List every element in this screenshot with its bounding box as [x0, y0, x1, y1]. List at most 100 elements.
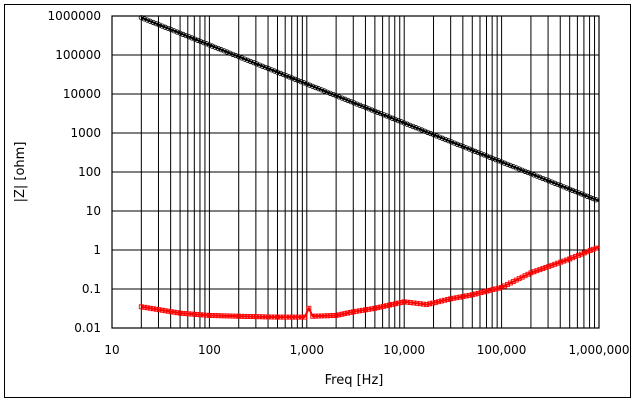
series-marker [162, 308, 168, 314]
y-axis-label: |Z| [ohm] [13, 142, 28, 203]
series-marker [245, 57, 251, 63]
series-marker [430, 132, 437, 138]
series-marker [275, 314, 280, 320]
series-marker [433, 299, 439, 305]
series-marker [206, 42, 212, 48]
series-marker [350, 309, 356, 315]
series-marker [425, 129, 431, 135]
series-marker [490, 287, 496, 293]
series-marker [236, 54, 242, 60]
series-marker [289, 75, 295, 81]
series-marker [150, 19, 156, 26]
y-tick-label: 1000 [70, 126, 101, 140]
series-marker [239, 55, 245, 61]
series-marker [460, 144, 466, 150]
series-marker [460, 294, 466, 299]
series-group [138, 15, 600, 320]
series-marker [555, 181, 561, 188]
series-marker [366, 106, 372, 112]
series-marker [336, 312, 342, 318]
series-marker [198, 312, 204, 318]
y-tick-label: 1000000 [48, 9, 101, 23]
series-marker [319, 313, 324, 319]
series-marker [433, 133, 440, 139]
series-marker [546, 263, 552, 269]
series-marker [180, 310, 186, 316]
series-marker [445, 138, 452, 144]
series-marker [578, 191, 585, 197]
x-tick-label: 100 [198, 343, 221, 357]
series-marker [375, 305, 381, 311]
series-marker [392, 116, 399, 123]
series-marker [156, 22, 162, 28]
series-marker [510, 164, 516, 170]
series-marker [454, 141, 460, 147]
series-marker [410, 123, 416, 130]
series-marker [552, 180, 558, 186]
x-axis-label: Freq [Hz] [325, 373, 384, 388]
series-marker [378, 110, 384, 117]
series-marker [578, 251, 584, 257]
series-marker [215, 45, 221, 52]
series-marker [171, 309, 177, 315]
series-marker [321, 88, 327, 94]
series-marker [581, 192, 587, 198]
series-marker [549, 262, 555, 268]
series-marker [165, 308, 171, 314]
series-marker [466, 292, 472, 298]
series-marker [448, 139, 455, 145]
series-marker [348, 99, 354, 105]
x-tick-label: 1,000 [290, 343, 324, 357]
series-marker [302, 314, 308, 320]
series-marker [351, 100, 357, 106]
series-marker [356, 308, 362, 314]
series-marker [558, 183, 564, 189]
series-marker [292, 76, 298, 82]
series-marker [242, 56, 248, 62]
series-marker [549, 179, 555, 185]
series-marker [552, 261, 558, 267]
series-marker [472, 148, 478, 154]
series-marker [572, 188, 579, 195]
series-marker [363, 307, 369, 313]
series-marker [525, 271, 531, 277]
series-marker [570, 255, 576, 261]
series-marker [543, 265, 549, 270]
series-marker [475, 290, 481, 296]
series-marker [496, 285, 502, 291]
series-marker [430, 300, 436, 306]
x-tick-label: 10,000 [383, 343, 425, 357]
series-marker [159, 307, 165, 313]
series-marker [227, 313, 233, 319]
series-marker [168, 27, 174, 33]
series-marker [445, 297, 451, 302]
series-marker [528, 270, 534, 276]
x-tick-label: 1,000,000 [568, 343, 629, 357]
series-marker [501, 160, 508, 166]
series-marker [516, 166, 522, 172]
series-marker [420, 301, 426, 307]
series-marker [386, 114, 393, 120]
series-marker [575, 190, 582, 196]
y-tick-label: 10000 [63, 87, 101, 101]
series-marker [189, 35, 195, 41]
series-marker [507, 280, 513, 286]
series-marker [534, 268, 540, 274]
series-marker [427, 130, 434, 137]
series-marker [567, 186, 573, 192]
series-marker [469, 292, 475, 298]
series-marker [493, 286, 499, 292]
series-marker [256, 62, 263, 68]
series-marker [417, 301, 423, 307]
series-marker [278, 314, 283, 320]
y-tick-label: 100000 [55, 48, 101, 62]
series-marker [230, 313, 236, 319]
y-tick-label: 0.01 [74, 321, 101, 335]
series-marker [245, 314, 251, 319]
series-marker [192, 36, 198, 42]
series-marker [469, 147, 475, 153]
series-marker [395, 300, 401, 306]
series-marker [366, 306, 372, 312]
series-marker [369, 107, 375, 113]
series-marker [463, 145, 469, 151]
